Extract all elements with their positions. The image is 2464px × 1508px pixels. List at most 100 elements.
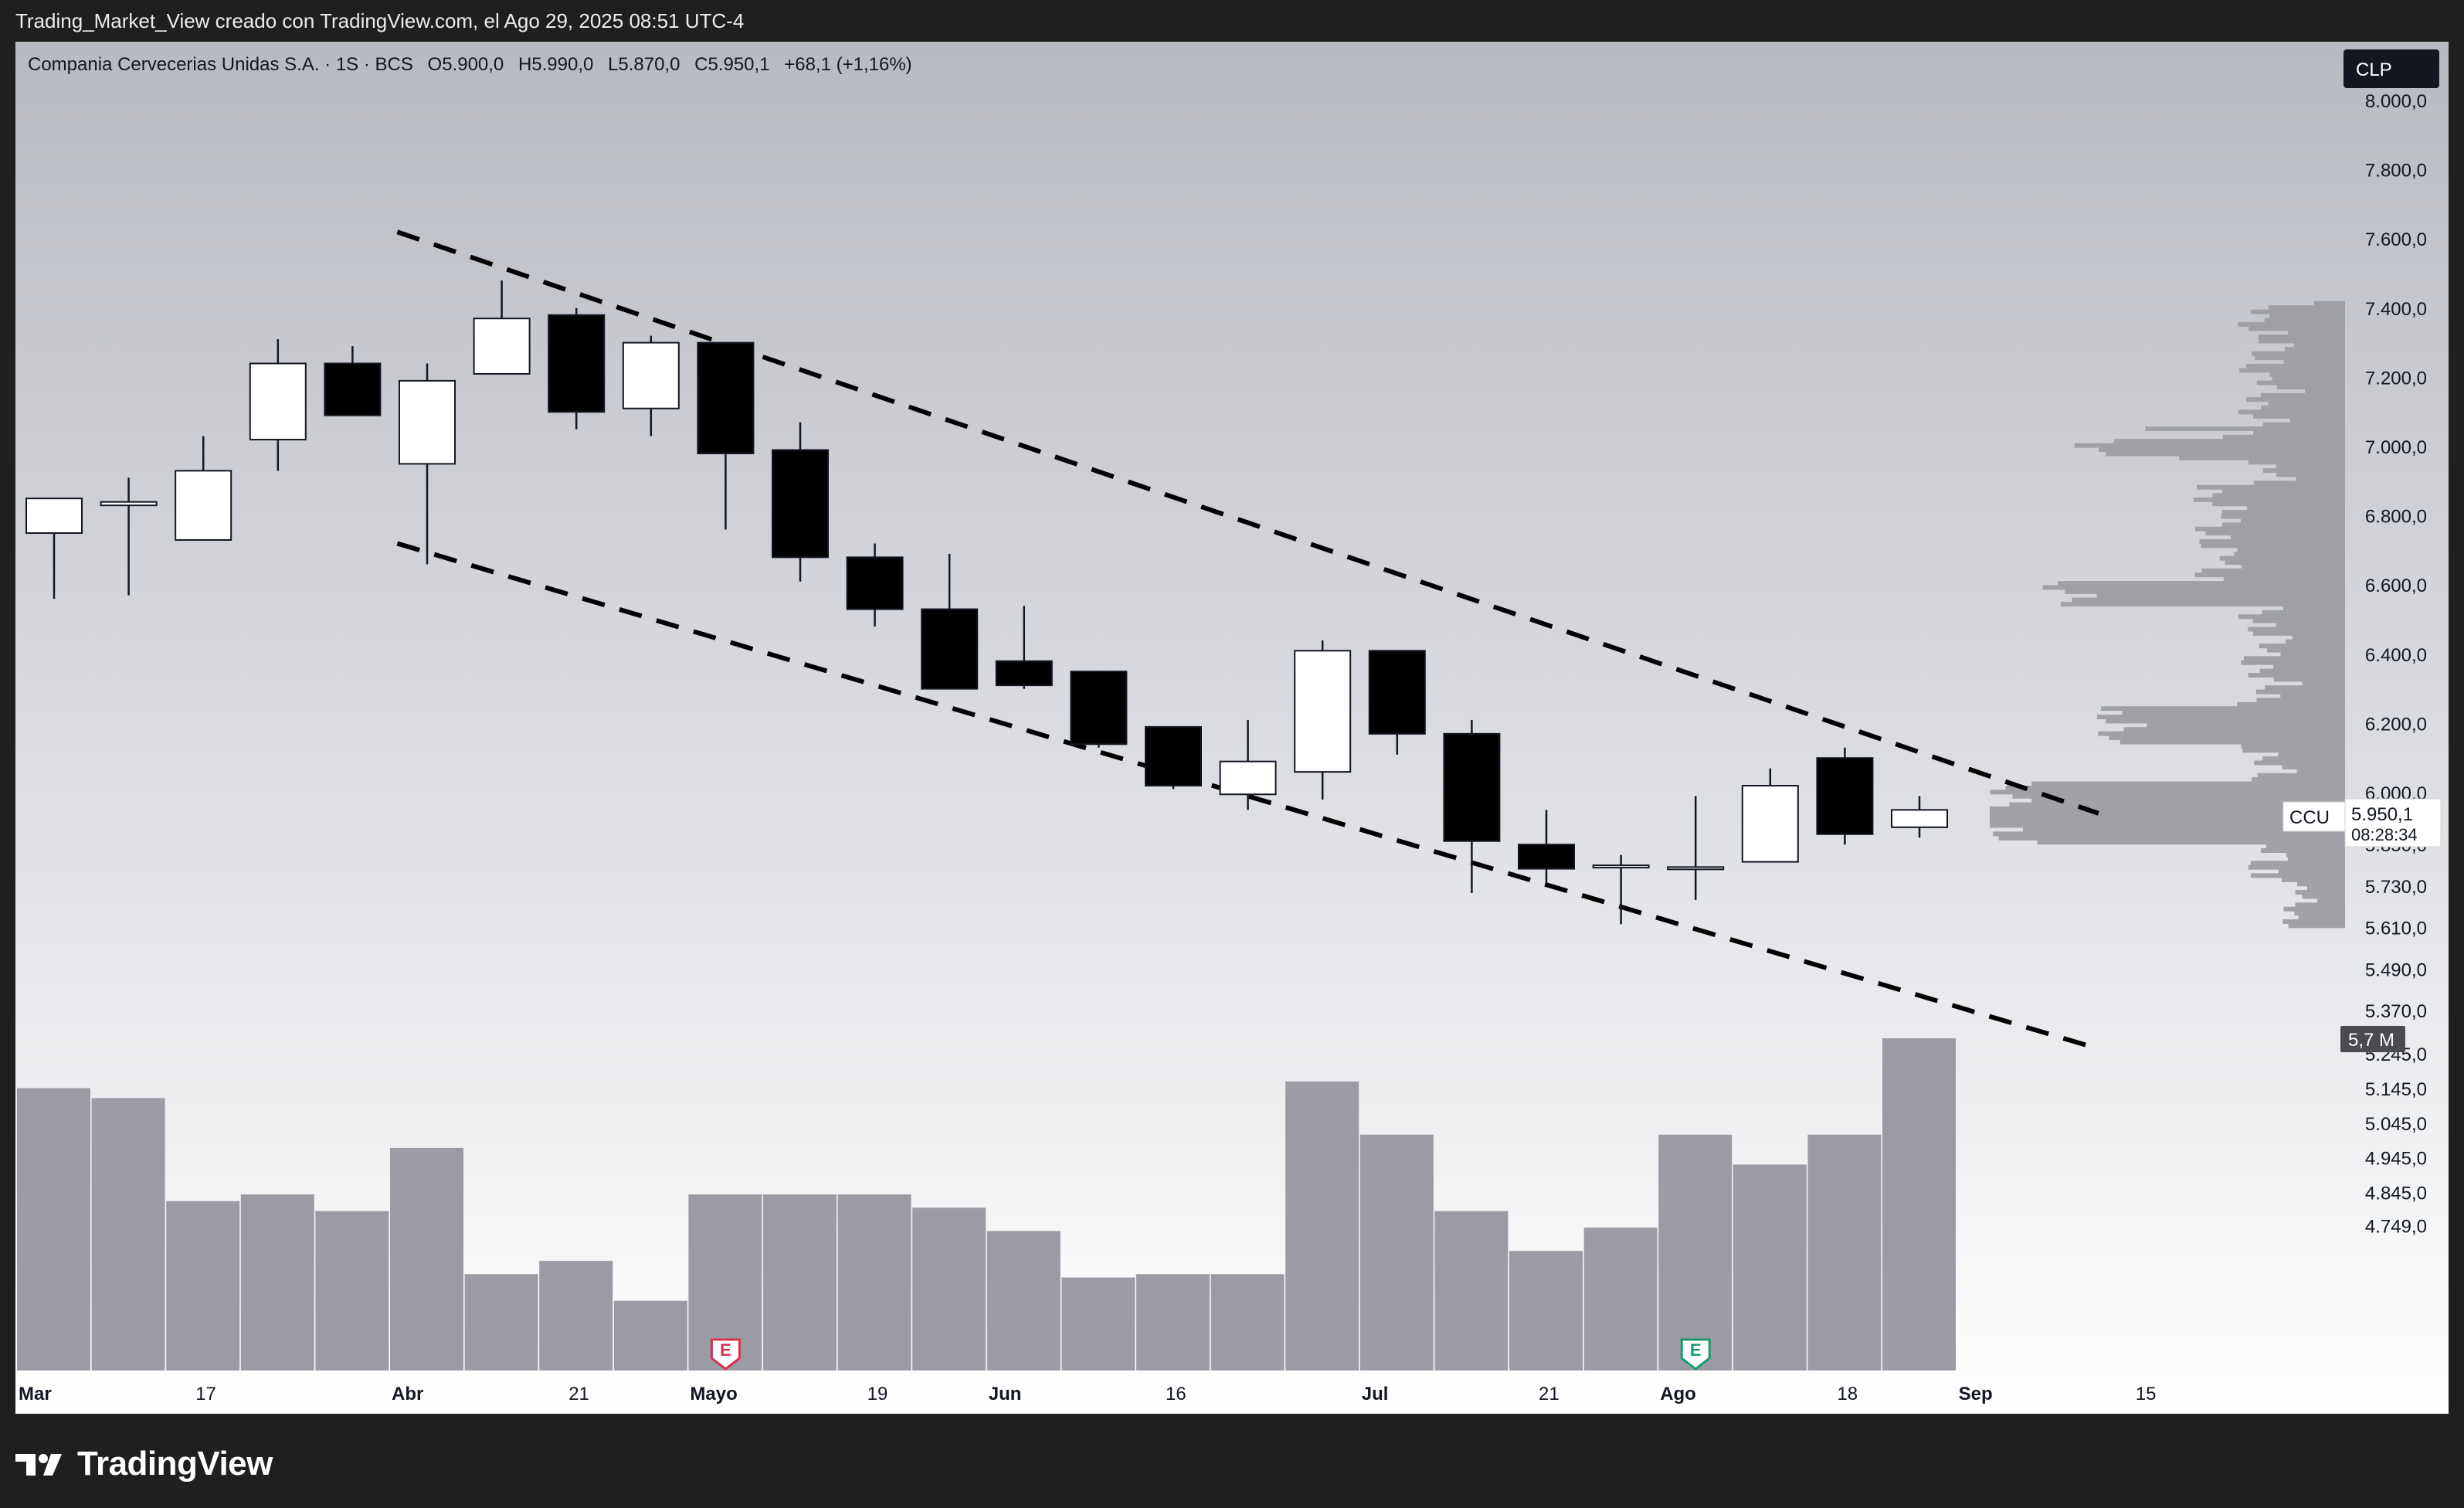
profile-row xyxy=(2221,522,2345,528)
profile-row xyxy=(2286,639,2345,644)
profile-row xyxy=(2255,355,2345,361)
candle-body xyxy=(1294,650,1352,773)
profile-row xyxy=(2252,351,2345,356)
profile-row xyxy=(2221,510,2345,515)
price-tick-label: 6.200,0 xyxy=(2365,714,2427,735)
profile-row xyxy=(2101,706,2345,712)
profile-row xyxy=(2287,330,2345,335)
profile-row xyxy=(2276,472,2345,477)
profile-row xyxy=(2293,342,2345,348)
candle-body xyxy=(1443,732,1501,842)
earnings-icon[interactable] xyxy=(710,1338,741,1370)
tradingview-logo[interactable]: TradingView xyxy=(15,1445,273,1483)
price-tick-label: 5.610,0 xyxy=(2365,919,2427,939)
profile-row xyxy=(2262,422,2345,427)
profile-row xyxy=(1990,806,2345,811)
countdown-label: 08:28:34 xyxy=(2351,825,2418,844)
channel-lower-line[interactable] xyxy=(396,541,2099,1051)
profile-row xyxy=(2288,923,2345,929)
price-tick-label: 5.490,0 xyxy=(2365,959,2427,980)
legend-open: O5.900,0 xyxy=(427,54,504,75)
profile-row xyxy=(2298,915,2345,920)
profile-row xyxy=(2268,305,2345,311)
candle-body xyxy=(1816,757,1874,835)
time-axis[interactable]: Mar 17 Abr 21 Mayo 19 Jun 16 Jul 21 Ago 18 Sep 15 xyxy=(19,1384,2157,1404)
volume-bar xyxy=(17,1088,90,1370)
profile-row xyxy=(2245,363,2345,369)
profile-row xyxy=(2296,769,2345,774)
volume-bar xyxy=(1359,1134,1434,1370)
profile-row xyxy=(2201,568,2345,573)
profile-row xyxy=(2147,722,2345,728)
price-tick-label: 6.400,0 xyxy=(2365,645,2427,666)
trend-channel[interactable] xyxy=(396,229,2099,1051)
profile-row xyxy=(2201,543,2345,549)
volume-bar xyxy=(1210,1274,1285,1370)
price-tick-label: 5.045,0 xyxy=(2365,1114,2427,1135)
profile-row xyxy=(2123,727,2345,732)
candle-body xyxy=(25,498,83,535)
profile-row xyxy=(2283,906,2345,912)
profile-row xyxy=(2194,572,2345,578)
profile-row xyxy=(2261,848,2345,854)
candle-body xyxy=(1741,785,1799,863)
profile-row xyxy=(2252,413,2345,419)
profile-row xyxy=(2259,644,2345,649)
profile-row xyxy=(2248,672,2345,678)
last-price-badge xyxy=(2344,798,2442,847)
profile-row xyxy=(2109,735,2345,741)
channel-upper-line[interactable] xyxy=(396,229,2099,816)
profile-row xyxy=(2253,481,2345,486)
price-tick-label: 5.145,0 xyxy=(2365,1079,2427,1100)
profile-row xyxy=(2022,827,2345,832)
profile-row xyxy=(2248,627,2345,632)
profile-row xyxy=(2281,877,2345,882)
volume-bar xyxy=(1807,1134,1882,1370)
candle-body xyxy=(1368,650,1426,735)
profile-row xyxy=(2296,476,2345,481)
price-axis[interactable]: 8.000,0 7.800,0 7.600,0 7.400,0 7.200,0 7.000… xyxy=(2365,91,2427,1237)
price-tick-label: 7.400,0 xyxy=(2365,299,2427,320)
profile-row xyxy=(2205,531,2345,536)
last-price-label: 5.950,1 xyxy=(2351,804,2413,825)
time-tick-label: 21 xyxy=(1539,1384,1560,1404)
profile-row xyxy=(2212,493,2345,498)
profile-row xyxy=(2256,380,2345,385)
time-tick-label: Abr xyxy=(392,1384,423,1404)
candle-body xyxy=(175,470,232,541)
legend-high: H5.990,0 xyxy=(518,54,594,75)
currency-badge[interactable] xyxy=(2344,49,2439,88)
ticker-label: CCU xyxy=(2289,807,2330,828)
profile-row xyxy=(2248,326,2345,331)
profile-row xyxy=(2255,689,2345,695)
profile-row xyxy=(2282,606,2345,611)
profile-row xyxy=(2246,397,2345,402)
price-tick-label: 4.845,0 xyxy=(2365,1183,2427,1204)
volume-bar xyxy=(613,1300,687,1370)
profile-row xyxy=(2241,660,2345,665)
earnings-icon[interactable] xyxy=(1680,1338,1711,1370)
time-tick-label: Sep xyxy=(1959,1384,1993,1404)
profile-row xyxy=(2264,318,2345,323)
candle-body xyxy=(1518,844,1575,870)
profile-row xyxy=(2302,894,2345,899)
profile-row xyxy=(2304,389,2345,394)
profile-row xyxy=(2276,464,2345,469)
candle-body xyxy=(324,362,382,416)
candle-body xyxy=(846,556,904,610)
volume-bar xyxy=(240,1194,314,1370)
profile-row xyxy=(2276,384,2345,389)
volume-bar xyxy=(1733,1164,1807,1370)
profile-row xyxy=(2262,610,2345,615)
profile-row xyxy=(2248,864,2345,870)
profile-row xyxy=(2286,852,2345,858)
time-tick-label: Mayo xyxy=(690,1384,737,1404)
time-tick-label: 18 xyxy=(1837,1384,1858,1404)
profile-row xyxy=(2009,802,2345,807)
profile-row xyxy=(2072,597,2345,603)
profile-row xyxy=(2179,455,2345,460)
profile-row xyxy=(1990,819,2345,824)
